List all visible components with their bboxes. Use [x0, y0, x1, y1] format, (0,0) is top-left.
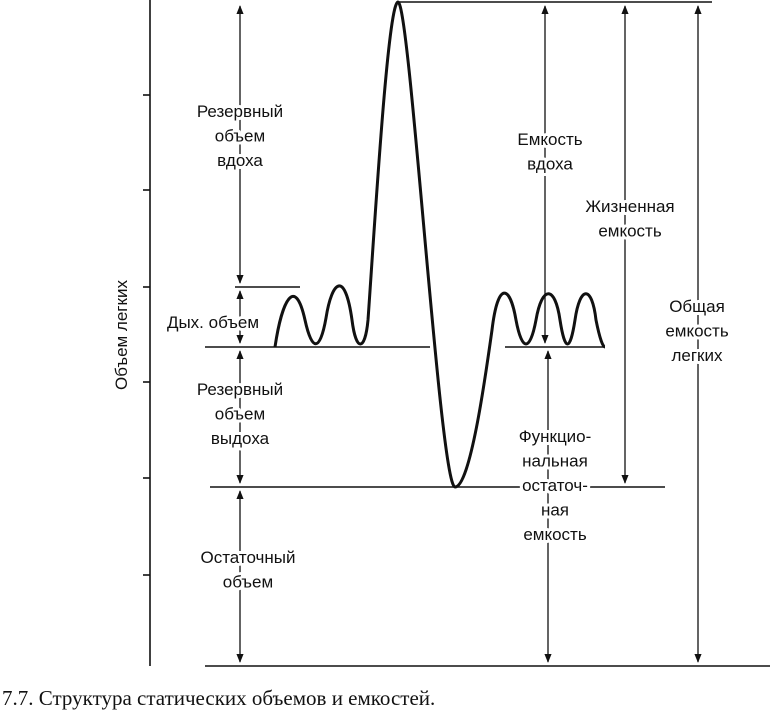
label-line: емкость [598, 222, 662, 241]
label-line: объем [223, 573, 273, 592]
label-line: ная [541, 501, 569, 520]
label-line: вдоха [527, 155, 573, 174]
label-line: емкость [523, 525, 587, 544]
label-line: нальная [522, 452, 588, 471]
caption: 7.7. Структура статических объемов и емк… [2, 686, 435, 710]
label-line: Остаточный [200, 548, 295, 567]
label-line: Дых. объем [167, 313, 259, 332]
axis-label: Объем легких [112, 280, 131, 390]
label-line: вдоха [217, 151, 263, 170]
label-line: остаточ- [522, 476, 588, 495]
frame [143, 0, 770, 667]
label-line: Жизненная [585, 197, 674, 216]
label-line: выдоха [211, 429, 270, 448]
spirogram [273, 0, 606, 489]
label-line: Резервный [197, 380, 283, 399]
label-line: Общая [669, 297, 725, 316]
label-line: объем [215, 127, 265, 146]
labels: Резервный объем вдоха Дых. объем Резервный об… [164, 99, 732, 595]
label-line: Функцио- [519, 427, 592, 446]
label-line: Резервный [197, 102, 283, 121]
label-line: объем [215, 405, 265, 424]
label-line: емкость [665, 322, 729, 341]
label-line: Емкость [517, 130, 582, 149]
label-line: легких [671, 346, 723, 365]
